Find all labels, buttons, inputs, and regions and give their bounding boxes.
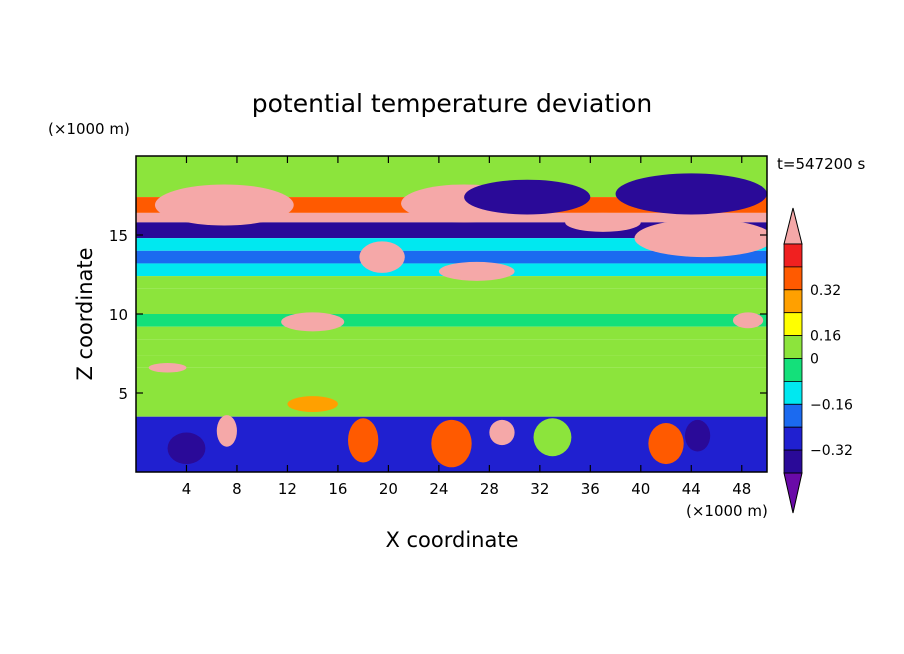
field-feature [148,362,187,373]
colorbar-swatch [783,380,803,405]
potential-temperature-field [136,156,767,472]
y-tick-label: 5 [118,385,128,403]
x-tick-label: 20 [379,480,398,498]
y-axis-label: Z coordinate [73,247,97,380]
colorbar: 0.32 0.16 0 −0.16 −0.32 [783,207,853,514]
field-band [136,314,767,327]
colorbar-swatch [783,289,803,314]
field-feature [281,312,345,332]
field-feature [533,418,572,457]
field-feature [489,419,515,446]
field-feature [438,261,515,281]
colorbar-swatch [783,312,803,337]
colorbar-label: 0.32 [810,283,841,299]
colorbar-swatch [783,449,803,474]
x-tick-label: 8 [232,480,242,498]
y-tick-label: 10 [109,306,128,324]
field-band [136,288,767,314]
x-tick-label: 16 [328,480,347,498]
field-feature [615,173,767,215]
field-band [136,276,767,289]
field-feature [359,241,405,273]
field-band [136,326,767,340]
x-axis-unit: (×1000 m) [686,502,768,520]
x-tick-label: 4 [182,480,192,498]
x-tick-label: 40 [631,480,650,498]
colorbar-swatch [783,403,803,428]
field-feature [167,432,206,465]
colorbar-label: −0.16 [810,397,853,413]
colorbar-swatch [783,266,803,291]
field-feature [464,179,591,215]
x-tick-label: 32 [530,480,549,498]
colorbar-extend-max [783,207,803,245]
colorbar-swatch [783,335,803,359]
field-band [136,238,767,251]
colorbar-label: −0.32 [810,443,853,459]
field-feature [648,423,684,465]
field-band [136,393,767,417]
y-tick-label: 15 [109,227,128,245]
field-feature [348,418,379,463]
x-tick-label: 44 [682,480,701,498]
colorbar-label: 0.16 [810,329,841,345]
x-axis: 4 8 12 16 20 24 28 32 36 40 44 48 [182,156,751,498]
chart-title: potential temperature deviation [252,89,652,118]
x-axis-label: X coordinate [385,528,518,552]
field-band [136,367,767,393]
field-feature [684,419,711,452]
colorbar-extend-min [783,472,803,514]
field-feature [154,184,294,226]
field-band [136,250,767,264]
field-band [136,339,767,356]
colorbar-swatch [783,426,803,451]
y-axis-unit: (×1000 m) [48,120,130,138]
colorbar-swatch [783,243,803,268]
colorbar-swatch [783,358,803,382]
field-feature [634,219,767,258]
colorbar-label: 0 [810,352,819,368]
x-tick-label: 36 [581,480,600,498]
field-feature [216,415,237,447]
field-band [136,355,767,368]
x-tick-label: 28 [480,480,499,498]
field-feature [732,312,764,329]
field-feature [431,419,472,468]
time-label: t=547200 s [777,155,865,173]
field-feature [287,396,338,412]
y-axis: 5 10 15 [109,227,767,403]
field-feature [565,212,641,232]
x-tick-label: 12 [278,480,297,498]
x-tick-label: 24 [429,480,448,498]
x-tick-label: 48 [732,480,751,498]
